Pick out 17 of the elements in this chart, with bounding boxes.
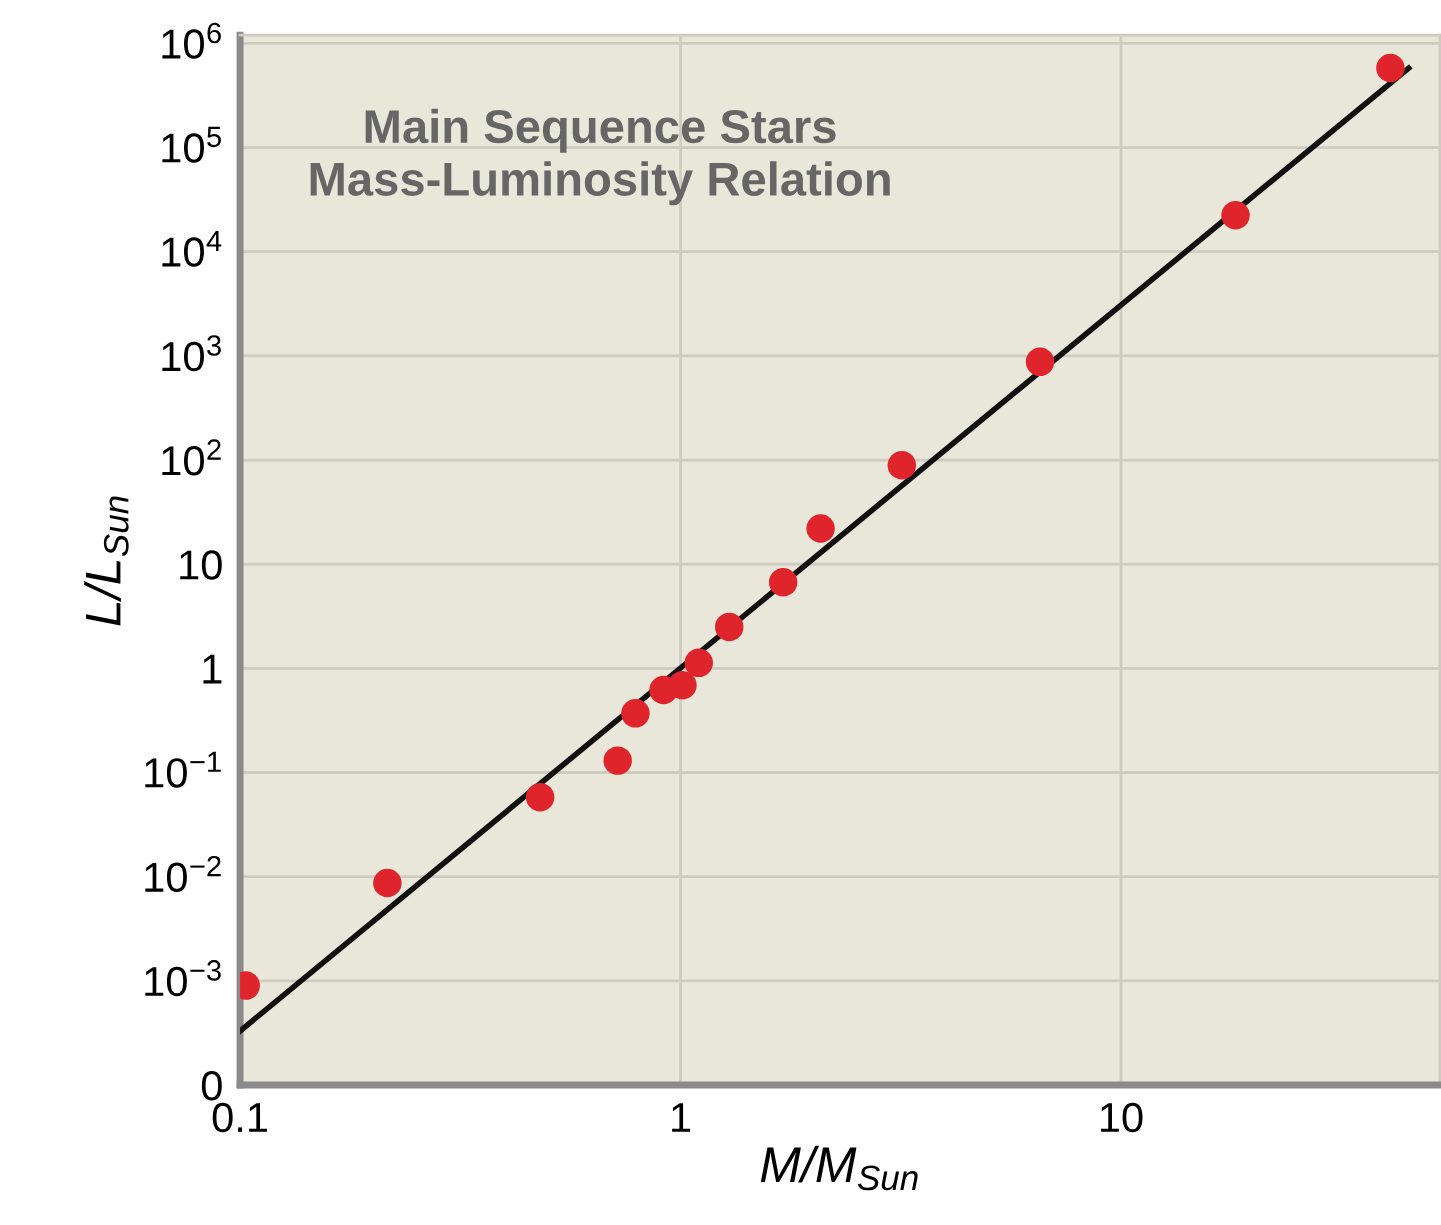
- x-tick-label: 0.1: [212, 1102, 267, 1133]
- x-axis-title: M/M$_{Sun}$: [760, 1145, 918, 1191]
- y-tick-label: 10$^{6}$: [162, 22, 221, 59]
- y-tick-label: 10: [180, 550, 222, 580]
- text: Main Sequence Stars Mass-Luminosity Relation: [310, 108, 890, 206]
- y-tick-label: 10$^{3}$: [162, 335, 221, 372]
- y-tick-label: 10$^{−3}$: [145, 960, 221, 997]
- y-tick-label: 10$^{−1}$: [145, 751, 221, 788]
- y-tick-label: 10$^{2}$: [162, 439, 221, 476]
- y-tick-label: 0: [201, 1070, 222, 1101]
- y-tick-label: 10$^{4}$: [162, 230, 222, 267]
- y-tick-label: 10$^{−2}$: [145, 855, 221, 893]
- y-tick-label: 10$^{5}$: [162, 126, 221, 163]
- x-tick-label: 1: [672, 1103, 691, 1132]
- x-tick-label: 10: [1100, 1102, 1143, 1133]
- y-tick-label: 1: [203, 654, 222, 684]
- y-axis-title: L/L$_{Sun}$: [84, 496, 129, 626]
